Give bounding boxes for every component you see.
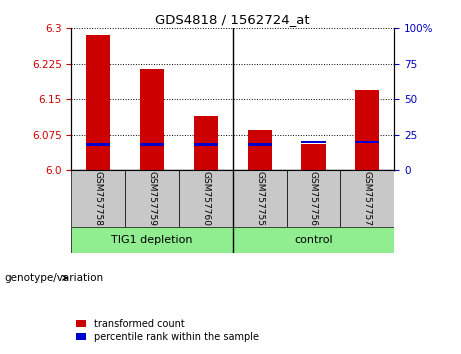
Text: GSM757759: GSM757759 (148, 171, 157, 226)
Bar (86, 35, 111, 170)
Bar (140, 69, 164, 170)
Text: control: control (294, 235, 333, 245)
Text: GSM757757: GSM757757 (363, 171, 372, 226)
Bar (71, 227, 233, 253)
Bar (355, 141, 379, 143)
Text: GSM757755: GSM757755 (255, 171, 264, 226)
Text: GSM757756: GSM757756 (309, 171, 318, 226)
Bar (287, 170, 340, 227)
Bar (301, 144, 325, 170)
Bar (86, 143, 111, 146)
Text: TIG1 depletion: TIG1 depletion (112, 235, 193, 245)
Bar (71, 170, 125, 227)
Bar (194, 116, 218, 170)
Bar (355, 90, 379, 170)
Bar (340, 170, 394, 227)
Bar (194, 143, 218, 146)
Bar (233, 170, 287, 227)
Legend: transformed count, percentile rank within the sample: transformed count, percentile rank withi… (77, 319, 259, 342)
Text: genotype/variation: genotype/variation (5, 273, 104, 283)
Bar (179, 170, 233, 227)
Text: GSM757758: GSM757758 (94, 171, 103, 226)
Bar (140, 143, 164, 146)
Bar (248, 143, 272, 146)
Bar (233, 227, 394, 253)
Text: GSM757760: GSM757760 (201, 171, 210, 226)
Bar (248, 130, 272, 170)
Bar (125, 170, 179, 227)
Title: GDS4818 / 1562724_at: GDS4818 / 1562724_at (155, 13, 310, 26)
Bar (301, 141, 325, 143)
